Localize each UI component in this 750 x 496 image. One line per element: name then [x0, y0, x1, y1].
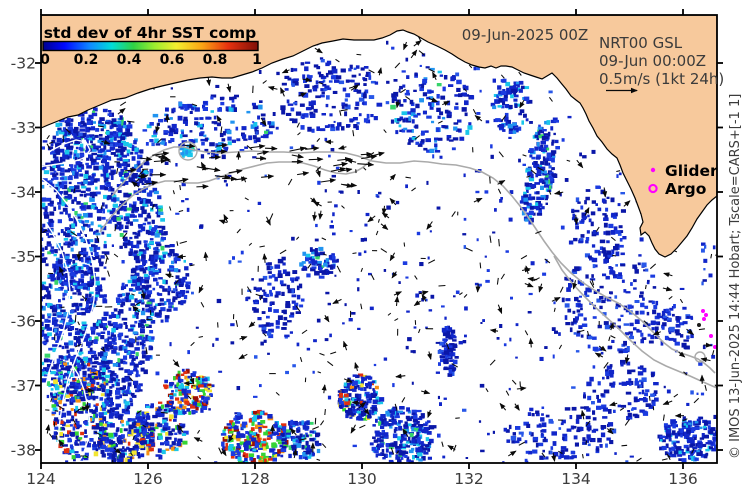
- model-name-label: NRT00 GSL: [599, 34, 683, 52]
- plot-frame: [40, 14, 718, 464]
- x-tick-label: 136: [668, 470, 698, 488]
- y-tick-label: -36: [11, 313, 36, 331]
- y-tick-label: -37: [11, 377, 36, 395]
- x-tick-label: 130: [347, 470, 377, 488]
- credit-watermark: © IMOS 13-Jun-2025 14:44 Hobart; Tscale=…: [728, 94, 743, 459]
- x-tick-label: 132: [454, 470, 484, 488]
- x-axis-tick-labels: 124 126 128 130 132 134 136: [26, 470, 698, 488]
- argo-marker-icon: [648, 183, 658, 194]
- white-contour-lines: [41, 139, 96, 463]
- timestamp-label: 09-Jun-2025 00Z: [462, 26, 589, 44]
- y-tick-label: -34: [11, 184, 36, 202]
- y-tick-label: -35: [11, 248, 36, 266]
- colorbar-tick-5: 1: [252, 52, 262, 68]
- colorbar-gradient-bar: [42, 40, 259, 52]
- map-legend: Glider Argo: [648, 162, 718, 198]
- axis-ticks: [35, 9, 723, 469]
- glider-legend-label: Glider: [665, 162, 718, 180]
- shelf-edge-contour-lines: [99, 141, 717, 389]
- x-tick-label: 126: [133, 470, 163, 488]
- vector-scale-label: 0.5m/s (1kt 24h): [599, 70, 724, 88]
- colorbar-tick-0: 0: [40, 52, 50, 68]
- glider-marker-icon: [650, 167, 656, 173]
- argo-legend-label: Argo: [665, 180, 706, 198]
- colorbar: std dev of 4hr SST comp 0 0.2 0.4 0.6 0.…: [40, 24, 262, 68]
- y-axis-tick-labels: -32 -33 -34 -35 -36 -37 -38: [11, 55, 36, 460]
- colorbar-tick-2: 0.4: [117, 52, 142, 68]
- sst-stddev-speckle-field: [41, 15, 717, 463]
- glider-track-dots: [697, 309, 717, 349]
- model-info-block: NRT00 GSL 09-Jun 00:00Z 0.5m/s (1kt 24h): [599, 34, 724, 94]
- colorbar-tick-4: 0.8: [203, 52, 228, 68]
- x-tick-label: 134: [561, 470, 591, 488]
- model-time-label: 09-Jun 00:00Z: [599, 52, 706, 70]
- colorbar-tick-1: 0.2: [74, 52, 99, 68]
- land-australia: [41, 15, 717, 258]
- colorbar-tick-3: 0.6: [160, 52, 185, 68]
- x-tick-label: 124: [26, 470, 56, 488]
- x-tick-label: 128: [240, 470, 270, 488]
- y-tick-label: -33: [11, 119, 36, 137]
- y-tick-label: -38: [11, 442, 36, 460]
- colorbar-title: std dev of 4hr SST comp: [44, 24, 257, 42]
- y-tick-label: -32: [11, 55, 36, 73]
